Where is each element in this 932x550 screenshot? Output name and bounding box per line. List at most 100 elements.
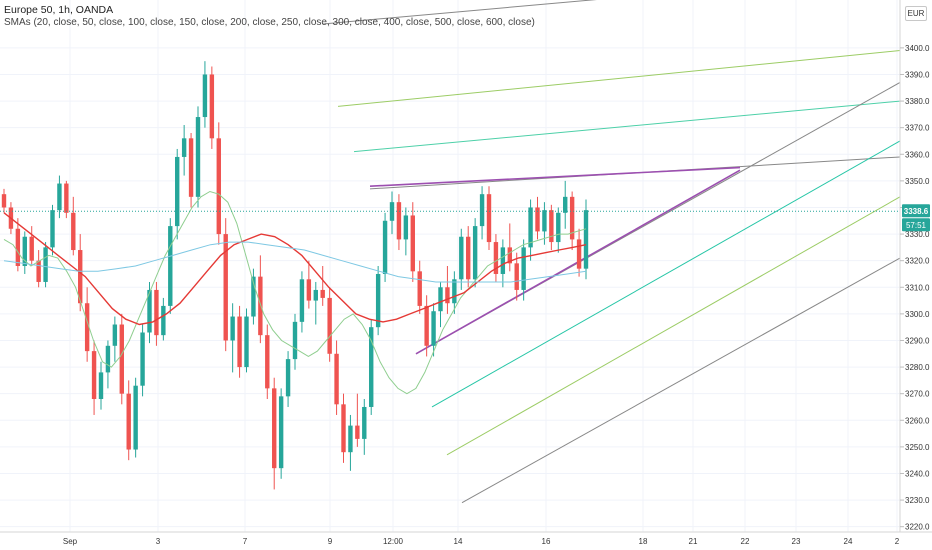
candle-body xyxy=(195,117,201,197)
candle-body xyxy=(50,210,55,248)
price-tick-label: 3400.0 xyxy=(905,44,930,53)
price-axis[interactable]: 3220.0 3230.0 3240.0 3250.0 3260.0 3270.0 3280… xyxy=(900,44,930,532)
last-price-value: 3338.6 xyxy=(904,207,929,216)
candle-body xyxy=(382,220,388,274)
price-tick-label: 3280.0 xyxy=(905,363,930,372)
candle-body xyxy=(334,353,339,405)
time-tick-label: 14 xyxy=(454,537,463,546)
candle-body xyxy=(181,138,187,157)
candle-body xyxy=(119,324,124,394)
candle-body xyxy=(563,196,568,213)
candle-body xyxy=(202,74,208,118)
countdown-tag xyxy=(902,218,930,232)
last-price-badge: 3338.6 57:51 xyxy=(0,204,930,232)
candle-body xyxy=(64,183,69,213)
candle-body xyxy=(292,321,298,360)
candle-body xyxy=(389,202,395,221)
time-tick-label: Sep xyxy=(63,537,78,546)
channel-line-green-upper[interactable] xyxy=(337,50,901,107)
candle-body xyxy=(57,183,62,211)
candle-body xyxy=(576,239,582,269)
candle-body xyxy=(258,276,263,336)
price-tick-label: 3230.0 xyxy=(905,496,930,505)
candle-body xyxy=(528,207,533,248)
candle-body xyxy=(140,332,145,386)
candle-body xyxy=(459,236,464,280)
candle-body xyxy=(244,316,249,368)
candle-body xyxy=(521,247,526,290)
candle-body xyxy=(112,324,118,346)
candle-body xyxy=(209,74,215,139)
candle-body xyxy=(410,215,415,272)
price-tick-label: 3360.0 xyxy=(905,150,930,159)
candle-body xyxy=(278,396,284,469)
candle-body xyxy=(472,226,478,280)
price-tick-label: 3260.0 xyxy=(905,416,930,425)
candle-body xyxy=(216,138,221,235)
candle-body xyxy=(348,425,353,453)
candle-body xyxy=(403,215,409,240)
candle-body xyxy=(320,289,325,298)
channel-line-green-lower[interactable] xyxy=(446,196,901,456)
candle-body xyxy=(43,247,48,282)
candle-body xyxy=(15,228,21,266)
sma-line xyxy=(3,190,587,395)
candle-body xyxy=(1,194,7,208)
candle-body xyxy=(306,279,312,301)
candle-body xyxy=(514,263,519,290)
candle-body xyxy=(479,194,485,227)
trend-lines[interactable] xyxy=(322,0,901,504)
symbol-title[interactable]: Europe 50, 1h, OANDA xyxy=(4,4,114,16)
candle-body xyxy=(71,212,76,251)
wedge-upper-line[interactable] xyxy=(369,166,741,187)
candle-body xyxy=(265,335,270,389)
price-tick-label: 3390.0 xyxy=(905,70,930,79)
candle-body xyxy=(549,210,554,243)
candle-body xyxy=(535,207,540,232)
candle-body xyxy=(84,303,90,352)
indicator-legend[interactable]: SMAs (20, close, 50, close, 100, close, … xyxy=(4,17,535,28)
candle-body xyxy=(341,404,346,453)
grid xyxy=(0,0,900,532)
price-tick-label: 3330.0 xyxy=(905,230,930,239)
candle-body xyxy=(251,276,256,317)
channel-line-top[interactable] xyxy=(322,0,800,25)
axes xyxy=(0,0,932,533)
channel-line-teal-upper[interactable] xyxy=(353,100,901,153)
time-axis[interactable]: Sep 3 7 9 12:00 14 16 18 21 22 23 24 2 xyxy=(63,537,900,546)
channel-line-bottom[interactable] xyxy=(461,257,901,504)
candle-body xyxy=(78,250,83,304)
candle-body xyxy=(188,138,194,197)
price-tick-label: 3250.0 xyxy=(905,443,930,452)
price-tick-label: 3220.0 xyxy=(905,523,930,532)
candle-body xyxy=(223,234,228,341)
channel-line-teal-lower[interactable] xyxy=(431,140,901,408)
candle-body xyxy=(272,388,277,469)
last-price-tag xyxy=(902,204,930,218)
candle-body xyxy=(431,311,436,346)
candle-body xyxy=(91,351,97,399)
price-tick-label: 3290.0 xyxy=(905,336,930,345)
candle-body xyxy=(424,305,429,346)
currency-button[interactable]: EUR xyxy=(905,6,927,21)
price-tick-label: 3270.0 xyxy=(905,390,930,399)
price-tick-label: 3300.0 xyxy=(905,310,930,319)
candle-body xyxy=(126,393,131,450)
candle-body xyxy=(362,406,367,439)
candle-body xyxy=(299,279,305,322)
price-tick-label: 3310.0 xyxy=(905,283,930,292)
candle-body xyxy=(161,305,166,336)
price-tick-label: 3350.0 xyxy=(905,177,930,186)
sma-line xyxy=(3,212,587,326)
candle-body xyxy=(556,212,561,243)
candle-body xyxy=(396,202,402,240)
candle-body xyxy=(369,327,374,407)
price-tick-label: 3320.0 xyxy=(905,257,930,266)
sma-line xyxy=(3,241,587,283)
candle-body xyxy=(313,289,318,301)
candle-body xyxy=(154,289,159,336)
time-tick-label: 3 xyxy=(156,537,161,546)
candle-body xyxy=(230,316,235,341)
time-tick-label: 21 xyxy=(689,537,698,546)
